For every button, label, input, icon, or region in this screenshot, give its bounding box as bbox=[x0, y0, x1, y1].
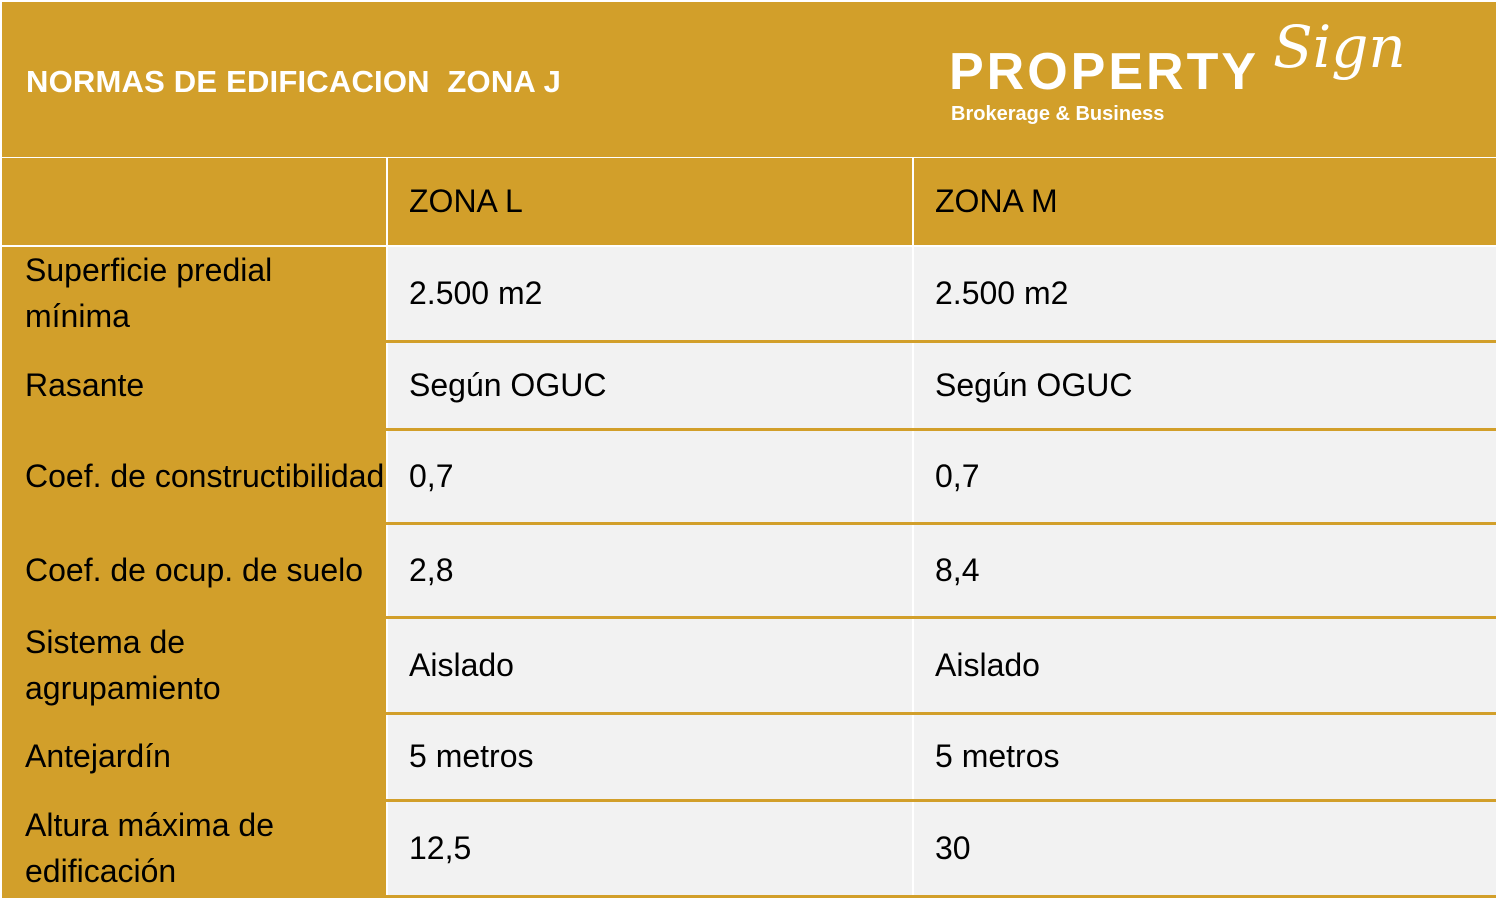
building-norms-table: ZONA L ZONA M Superficie predial mínima … bbox=[2, 158, 1496, 898]
cell-zona-m: Según OGUC bbox=[913, 341, 1496, 431]
row-label: Superficie predial mínima bbox=[2, 246, 388, 343]
cell-zona-l: 12,5 bbox=[387, 800, 914, 898]
column-header-zona-l: ZONA L bbox=[387, 158, 914, 247]
cell-zona-l: 2,8 bbox=[387, 523, 914, 619]
logo-wordmark: PROPERTY bbox=[949, 43, 1260, 101]
cell-zona-m: 0,7 bbox=[913, 429, 1496, 525]
header-banner: NORMAS DE EDIFICACION ZONA J PROPERTY Si… bbox=[2, 2, 1496, 157]
table-row: Altura máxima de edificación 12,5 30 bbox=[2, 800, 1496, 898]
row-label: Coef. de constructibilidad bbox=[2, 429, 388, 525]
cell-zona-l: Según OGUC bbox=[387, 341, 914, 431]
row-label: Antejardín bbox=[2, 713, 388, 802]
cell-zona-m: 5 metros bbox=[913, 713, 1496, 802]
logo-tagline: Brokerage & Business bbox=[951, 103, 1165, 125]
row-label: Rasante bbox=[2, 341, 388, 431]
table-row: Antejardín 5 metros 5 metros bbox=[2, 713, 1496, 802]
cell-zona-m: 8,4 bbox=[913, 523, 1496, 619]
table-header-row: ZONA L ZONA M bbox=[2, 158, 1496, 247]
cell-zona-l: 5 metros bbox=[387, 713, 914, 802]
cell-zona-l: Aislado bbox=[387, 617, 914, 715]
cell-zona-l: 2.500 m2 bbox=[387, 246, 914, 343]
column-header-zona-m: ZONA M bbox=[913, 158, 1496, 247]
table-corner-cell bbox=[2, 158, 388, 247]
logo-script: Sign bbox=[1273, 13, 1406, 81]
row-label: Coef. de ocup. de suelo bbox=[2, 523, 388, 619]
row-label: Sistema de agrupamiento bbox=[2, 617, 388, 715]
cell-zona-m: 30 bbox=[913, 800, 1496, 898]
table-row: Superficie predial mínima 2.500 m2 2.500… bbox=[2, 246, 1496, 343]
table-row: Rasante Según OGUC Según OGUC bbox=[2, 341, 1496, 431]
table-row: Sistema de agrupamiento Aislado Aislado bbox=[2, 617, 1496, 715]
cell-zona-m: 2.500 m2 bbox=[913, 246, 1496, 343]
cell-zona-m: Aislado bbox=[913, 617, 1496, 715]
row-label: Altura máxima de edificación bbox=[2, 800, 388, 898]
page-title: NORMAS DE EDIFICACION ZONA J bbox=[26, 64, 562, 99]
table-row: Coef. de constructibilidad 0,7 0,7 bbox=[2, 429, 1496, 525]
property-sign-logo: PROPERTY Sign Brokerage & Business bbox=[947, 16, 1406, 136]
table-row: Coef. de ocup. de suelo 2,8 8,4 bbox=[2, 523, 1496, 619]
cell-zona-l: 0,7 bbox=[387, 429, 914, 525]
